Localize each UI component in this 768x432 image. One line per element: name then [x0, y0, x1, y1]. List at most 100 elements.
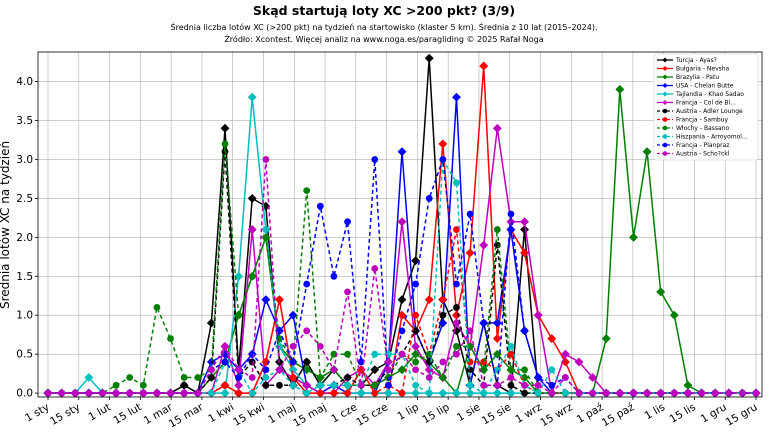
y-axis: 0.0 0.5 1.0 1.5 2.0 2.5 3.0 3.5 4.0: [16, 76, 38, 400]
data-point: [575, 389, 583, 397]
x-tick-label: 15 paź: [600, 401, 637, 429]
series-7: [44, 148, 760, 397]
data-point: [357, 358, 365, 366]
data-point: [601, 334, 611, 344]
data-point: [235, 374, 243, 381]
legend-label: Tajlandia - Khao Sadao: [675, 91, 744, 98]
legend-marker: [662, 100, 668, 105]
data-point: [344, 374, 351, 381]
data-point: [397, 295, 407, 305]
data-point: [139, 389, 147, 397]
data-point: [303, 327, 311, 335]
data-point: [303, 358, 311, 366]
data-point: [492, 388, 502, 398]
legend-marker: [662, 74, 668, 80]
data-point: [425, 195, 433, 202]
data-point: [412, 366, 420, 374]
data-point: [84, 372, 94, 383]
legend-label: Francja - Col de Bl...: [676, 100, 736, 107]
data-point: [439, 311, 447, 319]
data-point: [412, 280, 420, 288]
data-point: [180, 389, 188, 397]
data-point: [684, 389, 692, 397]
data-point: [356, 388, 366, 398]
data-point: [451, 310, 462, 320]
data-point: [289, 358, 297, 366]
data-point: [235, 389, 243, 397]
x-tick-label: 1 sty: [23, 401, 51, 424]
data-point: [71, 389, 79, 397]
y-tick-label: 2.5: [16, 193, 33, 205]
data-point: [412, 311, 420, 319]
data-point: [344, 288, 351, 296]
x-tick-label: 15 gru: [724, 401, 760, 429]
x-tick-label: 15 kwi: [231, 401, 267, 429]
legend-label: Francja - Sambuy: [676, 117, 729, 124]
data-point: [303, 389, 311, 397]
data-point: [439, 296, 447, 304]
data-point: [316, 389, 324, 397]
legend-label: Brazylia - Patu: [676, 74, 719, 81]
y-tick-label: 0.5: [16, 349, 33, 361]
legend-label: Bułgaria - Nevsha: [676, 66, 730, 73]
data-point: [630, 389, 637, 397]
data-point: [330, 389, 338, 397]
data-point: [303, 187, 311, 195]
data-point: [316, 342, 324, 350]
data-point: [344, 218, 351, 226]
data-point: [316, 374, 324, 381]
data-point: [221, 140, 229, 148]
legend-marker: [662, 108, 668, 114]
data-point: [466, 327, 474, 335]
data-point: [453, 280, 460, 288]
data-point: [411, 388, 421, 398]
data-point: [235, 311, 243, 319]
x-tick-label: 15 maj: [291, 401, 328, 430]
data-point: [412, 358, 420, 366]
data-point: [480, 381, 488, 389]
data-point: [248, 389, 256, 397]
x-tick-label: 15 sty: [48, 401, 82, 428]
data-point: [506, 388, 516, 398]
data-point: [506, 217, 516, 227]
data-point: [288, 310, 298, 320]
legend: Turcja - Ayas? Bułgaria - NevshaBrazylia …: [653, 53, 759, 161]
y-tick-label: 1.5: [16, 271, 33, 283]
data-point: [711, 389, 719, 397]
data-point: [247, 92, 257, 102]
data-point: [725, 389, 733, 397]
x-tick-label: 1 gru: [699, 401, 729, 425]
data-point: [167, 335, 174, 342]
data-point: [643, 389, 651, 397]
data-point: [561, 389, 569, 397]
data-point: [397, 310, 407, 320]
data-point: [466, 342, 474, 350]
legend-marker: [662, 91, 668, 97]
data-point: [85, 389, 93, 397]
data-point: [58, 389, 66, 397]
data-point: [602, 389, 610, 397]
data-point: [397, 147, 407, 157]
data-point: [384, 381, 392, 389]
data-point: [560, 349, 570, 359]
data-point: [344, 389, 351, 397]
data-point: [126, 374, 134, 381]
x-tick-label: 15 sie: [480, 401, 513, 427]
chart-subtitle-line-1: Średnia liczba lotów XC (>200 pkt) na ty…: [171, 21, 598, 32]
data-point: [344, 350, 351, 358]
data-point: [547, 334, 557, 344]
data-point: [207, 366, 215, 374]
data-point: [261, 225, 271, 235]
data-point: [451, 92, 462, 102]
data-point: [533, 310, 543, 320]
data-point: [480, 358, 488, 366]
legend-label: Austria - Adler Lounge: [676, 108, 743, 115]
legend-label: Francja - Planpraz: [676, 142, 729, 149]
legend-marker: [662, 151, 668, 156]
x-tick-label: 1 kwi: [206, 401, 236, 425]
data-point: [357, 381, 365, 389]
series-9: [44, 140, 760, 397]
data-point: [370, 365, 380, 375]
data-point: [507, 210, 515, 218]
